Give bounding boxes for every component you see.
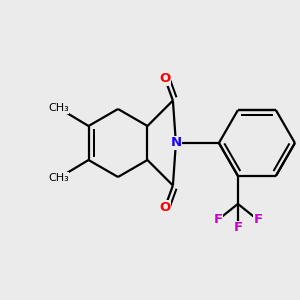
- Text: F: F: [233, 221, 242, 234]
- Text: CH₃: CH₃: [48, 173, 69, 183]
- Text: F: F: [213, 213, 223, 226]
- Text: O: O: [159, 201, 170, 214]
- Text: CH₃: CH₃: [48, 103, 69, 113]
- Text: F: F: [253, 213, 262, 226]
- Text: O: O: [159, 72, 170, 85]
- Text: N: N: [170, 136, 182, 149]
